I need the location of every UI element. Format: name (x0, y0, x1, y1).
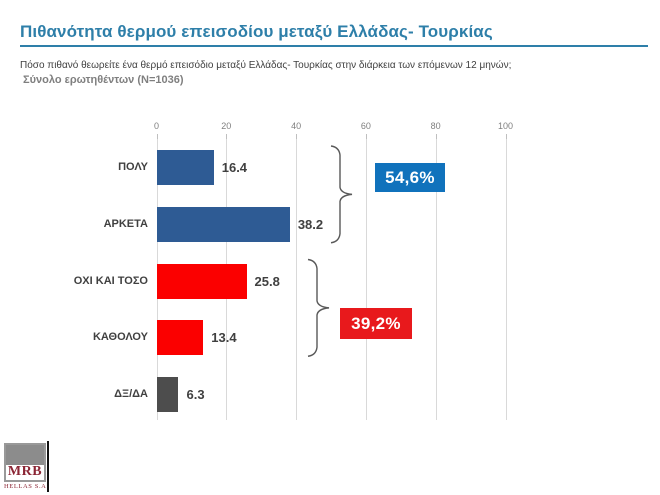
axis-tick-label: 100 (497, 121, 514, 131)
axis-tick (296, 134, 298, 139)
mrb-logo-subtext: HELLAS S.A. (4, 483, 49, 490)
sample-size-note: Σύνολο ερωτηθέντων (N=1036) (23, 74, 184, 86)
category-label: ΟΧΙ ΚΑΙ ΤΟΣΟ (73, 274, 148, 287)
page-title: Πιθανότητα θερμού επεισοδίου μεταξύ Ελλά… (20, 22, 493, 41)
axis-tick-label: 60 (360, 121, 371, 131)
gridline (365, 139, 367, 420)
axis-tick (505, 134, 507, 139)
bar (156, 150, 214, 185)
value-label: 13.4 (211, 330, 237, 346)
gridline (505, 139, 507, 420)
value-label: 38.2 (297, 216, 324, 232)
group-total-badge: 39,2% (340, 308, 412, 339)
survey-question: Πόσο πιθανό θεωρείτε ένα θερμό επεισόδιο… (20, 60, 512, 71)
category-label: ΑΡΚΕΤΑ (103, 217, 148, 230)
logo-divider-line (47, 441, 49, 492)
axis-tick (435, 134, 437, 139)
category-label: ΔΞ/ΔΑ (114, 388, 148, 400)
axis-tick-label: 0 (153, 121, 160, 131)
value-label: 6.3 (186, 387, 205, 402)
axis-tick-label: 80 (430, 121, 441, 131)
mrb-logo: MRB (4, 443, 46, 482)
title-underline (20, 45, 648, 47)
axis-tick (226, 134, 228, 139)
bar (156, 206, 290, 242)
gridline (435, 139, 437, 420)
mrb-logo-block (6, 445, 44, 465)
group-total-badge: 54,6% (375, 163, 445, 192)
axis-tick (156, 134, 158, 139)
gridline (296, 139, 298, 420)
category-label: ΠΟΛΥ (118, 161, 148, 173)
mrb-logo-text: MRB (7, 464, 43, 479)
bar (156, 377, 179, 412)
axis-tick-label: 20 (221, 121, 232, 131)
axis-tick-label: 40 (291, 121, 302, 131)
value-label: 16.4 (221, 160, 248, 175)
bar (156, 320, 204, 356)
bar (156, 263, 247, 299)
axis-tick (365, 134, 367, 139)
category-label: ΚΑΘΟΛΟΥ (92, 331, 148, 344)
value-label: 25.8 (254, 273, 280, 289)
